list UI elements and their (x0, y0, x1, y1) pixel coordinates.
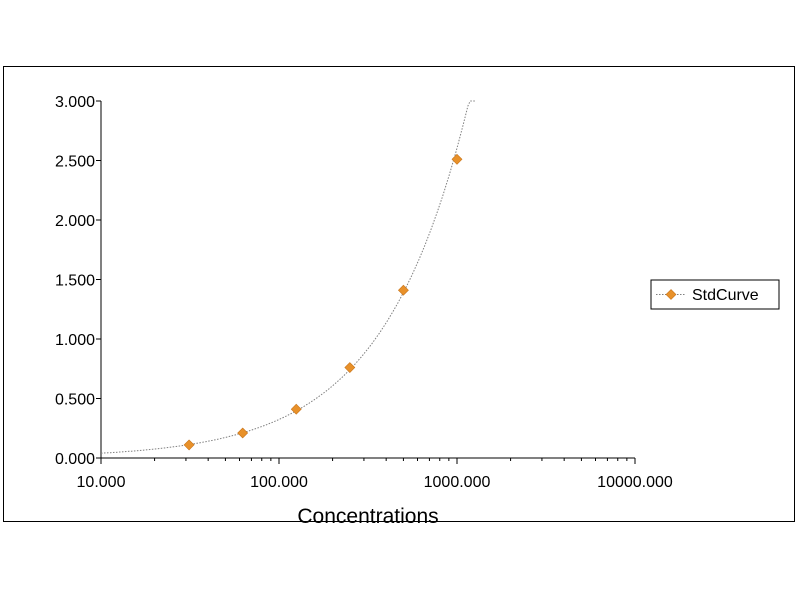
y-tick-label: 2.500 (55, 154, 95, 171)
data-point-marker (344, 362, 356, 373)
y-tick-label: 1.500 (55, 273, 95, 290)
data-point-marker (237, 427, 249, 439)
x-axis-title: Concentrations (297, 505, 438, 528)
legend-marker-sample (665, 289, 677, 300)
y-tick-label: 0.500 (55, 392, 95, 409)
data-point-marker (183, 439, 195, 451)
x-tick-label: 10.000 (77, 474, 126, 491)
y-tick-label: 0.000 (55, 451, 95, 468)
data-point-marker (290, 403, 302, 415)
legend-label: StdCurve (692, 287, 759, 304)
y-tick-label: 2.000 (55, 213, 95, 230)
data-point-marker (451, 153, 463, 165)
data-point-marker (397, 284, 409, 296)
y-tick-label: 3.000 (55, 94, 95, 111)
x-tick-label: 100.000 (250, 474, 308, 491)
x-tick-label: 10000.000 (597, 474, 673, 491)
x-tick-label: 1000.000 (424, 474, 491, 491)
y-tick-label: 1.000 (55, 332, 95, 349)
fit-curve-line (100, 100, 475, 454)
